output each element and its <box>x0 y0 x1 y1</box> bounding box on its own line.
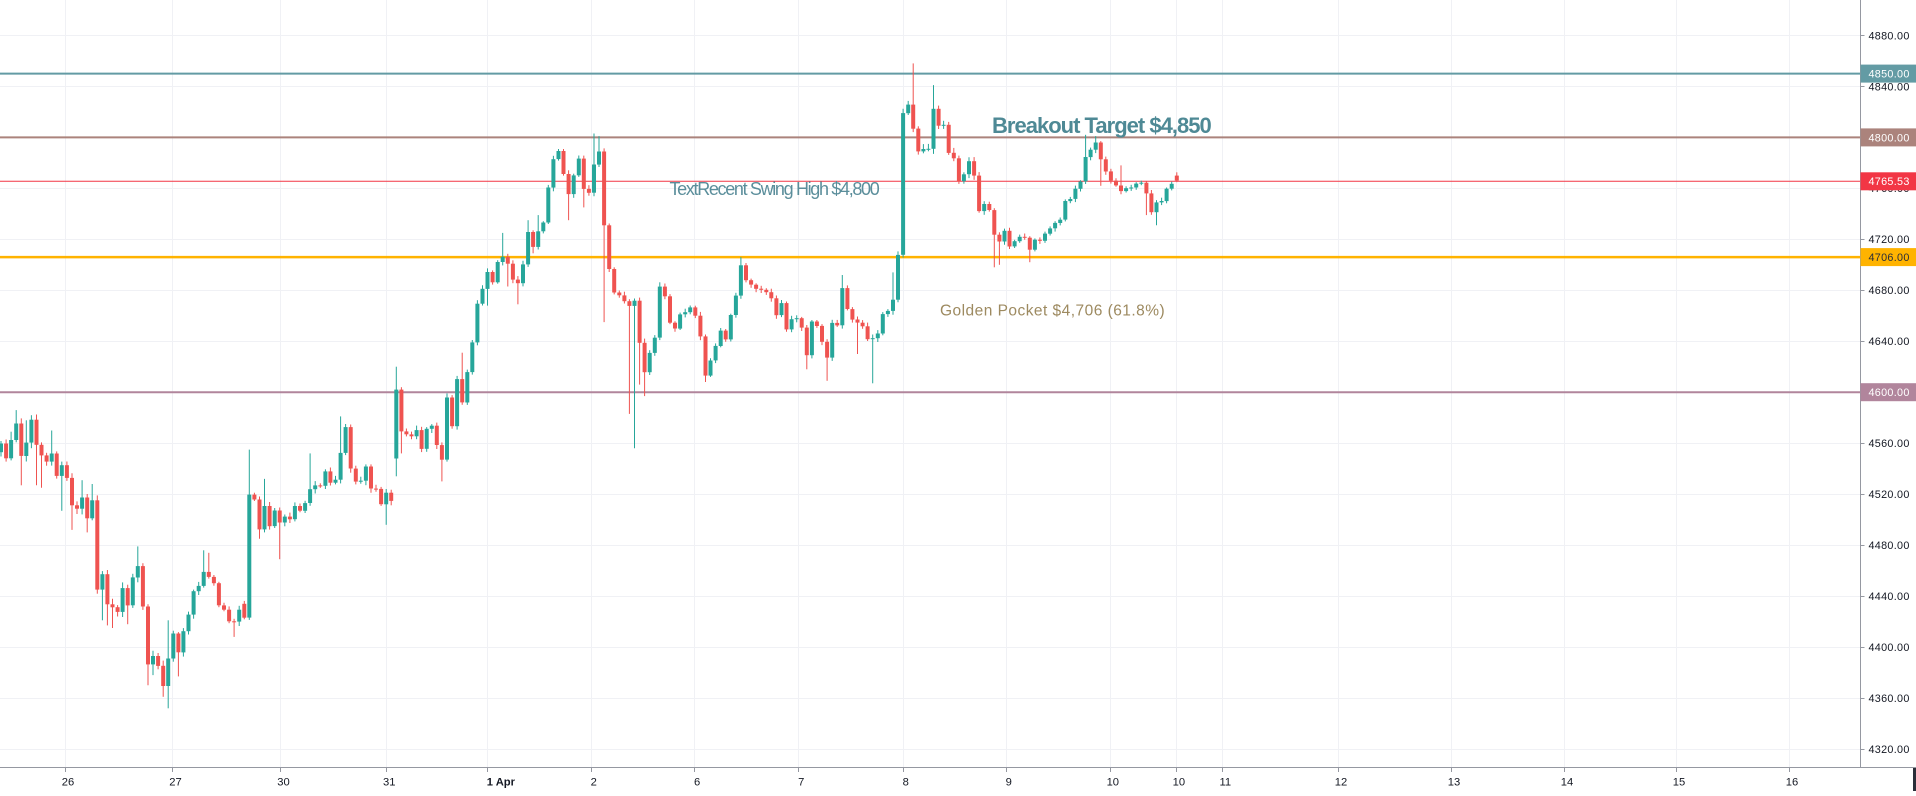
svg-text:11: 11 <box>1219 776 1231 788</box>
svg-text:30: 30 <box>277 776 289 788</box>
svg-text:TextRecent Swing High $4,800: TextRecent Swing High $4,800 <box>670 179 880 199</box>
svg-text:4520.00: 4520.00 <box>1869 489 1910 501</box>
svg-text:26: 26 <box>62 776 74 788</box>
svg-text:2: 2 <box>591 776 597 788</box>
svg-text:15: 15 <box>1673 776 1685 788</box>
svg-text:4720.00: 4720.00 <box>1869 234 1910 246</box>
svg-text:4360.00: 4360.00 <box>1869 693 1910 705</box>
svg-text:13: 13 <box>1448 776 1460 788</box>
svg-text:27: 27 <box>169 776 181 788</box>
svg-text:8: 8 <box>903 776 909 788</box>
svg-text:4680.00: 4680.00 <box>1869 285 1910 297</box>
svg-text:7: 7 <box>798 776 804 788</box>
svg-text:4706.00: 4706.00 <box>1869 252 1910 264</box>
svg-text:12: 12 <box>1335 776 1347 788</box>
svg-text:4840.00: 4840.00 <box>1869 81 1910 93</box>
svg-text:10: 10 <box>1173 776 1185 788</box>
svg-text:6: 6 <box>694 776 700 788</box>
svg-text:4880.00: 4880.00 <box>1869 30 1910 42</box>
svg-text:9: 9 <box>1006 776 1012 788</box>
svg-text:4320.00: 4320.00 <box>1869 744 1910 756</box>
svg-text:4440.00: 4440.00 <box>1869 591 1910 603</box>
svg-text:1 Apr: 1 Apr <box>487 776 516 788</box>
svg-text:14: 14 <box>1561 776 1573 788</box>
svg-text:4600.00: 4600.00 <box>1869 387 1910 399</box>
svg-text:4560.00: 4560.00 <box>1869 438 1910 450</box>
svg-text:Golden Pocket $4,706 (61.8%): Golden Pocket $4,706 (61.8%) <box>940 303 1165 320</box>
svg-text:31: 31 <box>383 776 395 788</box>
svg-text:4480.00: 4480.00 <box>1869 540 1910 552</box>
svg-text:4800.00: 4800.00 <box>1869 132 1910 144</box>
svg-text:4765.53: 4765.53 <box>1869 176 1910 188</box>
svg-text:Breakout Target $4,850: Breakout Target $4,850 <box>992 113 1211 138</box>
svg-text:10: 10 <box>1107 776 1119 788</box>
svg-text:4850.00: 4850.00 <box>1869 69 1910 81</box>
svg-text:4640.00: 4640.00 <box>1869 336 1910 348</box>
svg-text:16: 16 <box>1786 776 1798 788</box>
svg-text:4400.00: 4400.00 <box>1869 642 1910 654</box>
